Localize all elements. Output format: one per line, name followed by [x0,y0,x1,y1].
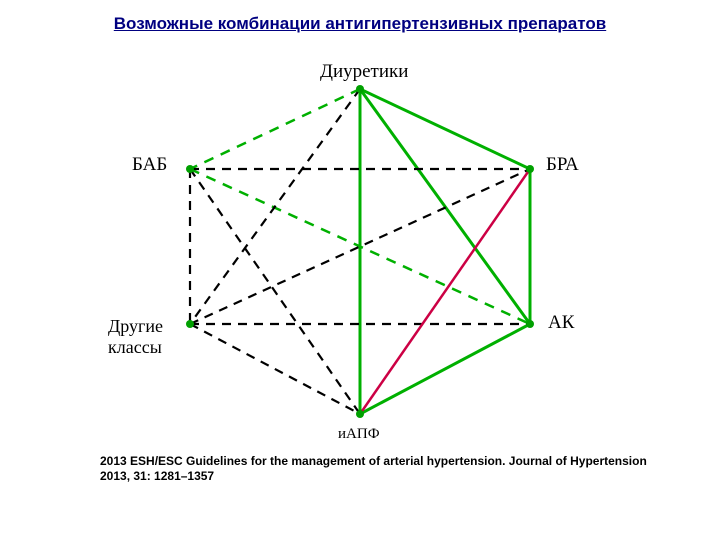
label-iapf: иАПФ [338,426,380,443]
node-bab [186,165,194,173]
edge-diuretics-other [190,89,360,324]
label-diuretics: Диуретики [320,61,408,83]
label-ak: АК [548,312,574,334]
citation-text: 2013 ESH/ESC Guidelines for the manageme… [0,454,720,484]
edge-diuretics-bab [190,89,360,169]
node-ak [526,320,534,328]
node-other [186,320,194,328]
node-bra [526,165,534,173]
edge-other-iapf [190,324,360,414]
node-diuretics [356,85,364,93]
edge-diuretics-bra [360,89,530,169]
combination-diagram: Диуретики БАБ БРА Другиеклассы АК иАПФ [0,34,720,454]
label-other: Другиеклассы [108,316,163,358]
label-bra: БРА [546,154,579,176]
label-bab: БАБ [132,154,167,176]
node-iapf [356,410,364,418]
page-title: Возможные комбинации антигипертензивных … [0,0,720,34]
diagram-svg [0,34,720,454]
edge-ak-iapf [360,324,530,414]
